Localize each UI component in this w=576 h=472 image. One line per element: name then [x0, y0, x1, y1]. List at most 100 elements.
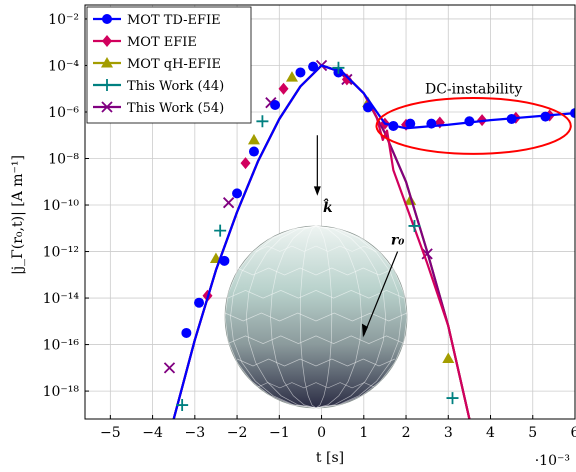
sphere-mesh-band-1	[255, 245, 377, 252]
series-3-point-1	[214, 224, 227, 237]
y-tick-label-3: 10⁻⁸	[48, 152, 79, 168]
y-tick-label-0: 10⁻²	[48, 12, 79, 28]
legend-label-1: MOT EFIE	[127, 35, 197, 50]
series-0-point-7	[308, 61, 319, 72]
legend-entry-2: MOT qH-EFIE	[93, 57, 221, 72]
series-0-point-2	[219, 255, 230, 266]
series-0-point-9	[363, 102, 374, 113]
legend-label-2: MOT qH-EFIE	[127, 57, 221, 72]
series-2-point-2	[285, 71, 298, 82]
series-0-point-10	[388, 120, 399, 131]
x-multiplier-label: ·10⁻³	[535, 453, 570, 469]
sphere-mesh-meridian-8	[315, 225, 402, 409]
series-0-point-14	[506, 113, 517, 124]
y-tick-label-6: 10⁻¹⁴	[43, 291, 80, 307]
y-tick-label-2: 10⁻⁶	[48, 105, 79, 121]
series-3-point-2	[256, 115, 269, 128]
legend-label-3: This Work (44)	[127, 79, 224, 94]
sphere-mesh-band-6	[237, 358, 395, 367]
annotation-2: r₀	[391, 233, 405, 249]
series-3-point-0	[176, 399, 189, 412]
series-layer	[163, 59, 575, 419]
series-4-point-1	[222, 197, 235, 209]
legend-label-0: MOT TD-EFIE	[127, 13, 221, 28]
series-2-point-1	[247, 133, 260, 145]
series-0-point-5	[270, 100, 281, 111]
series-1-point-1	[240, 157, 251, 170]
series-0-point-6	[295, 67, 306, 78]
annotation-layer: DC-instability k̂ r₀	[313, 81, 572, 338]
annotation-1: k̂	[323, 197, 333, 216]
annotation-0: DC-instability	[425, 81, 522, 97]
sphere-mesh-meridian-5	[315, 225, 333, 409]
r0-vector-arrow	[363, 251, 399, 336]
legend-box	[86, 6, 252, 124]
legend-entry-1: MOT EFIE	[93, 35, 197, 50]
sphere-mesh-band-5	[227, 335, 405, 344]
series-1-point-2	[278, 82, 289, 95]
sphere-mesh-meridian-1	[230, 225, 317, 409]
legend-swatch-marker-1	[102, 35, 112, 47]
series-0	[172, 61, 575, 419]
series-2-point-5	[442, 352, 455, 364]
series-0-point-12	[426, 118, 437, 129]
series-0-point-4	[248, 146, 259, 157]
sphere-mesh-meridian-7	[315, 225, 387, 409]
x-tick-label-11: 6	[571, 425, 576, 441]
r0-vector-arrowhead	[361, 323, 368, 338]
sphere-mesh-meridian-9	[315, 225, 408, 409]
y-tick-label-8: 10⁻¹⁸	[43, 384, 80, 400]
sphere-mesh-meridian-6	[315, 225, 362, 409]
sphere-illustration	[224, 225, 408, 409]
series-3	[176, 61, 459, 412]
series-3-point-5	[446, 392, 459, 405]
sphere-mesh-meridian-3	[270, 225, 317, 409]
plot-frame	[84, 4, 576, 420]
legend-swatch-marker-4	[101, 101, 113, 113]
sphere-mesh-band-7	[255, 382, 377, 389]
series-0-point-16	[570, 108, 575, 119]
y-axis-label: |j_Γ(r₀,t)| [A m⁻¹]	[10, 155, 26, 275]
x-tick-label-9: 4	[486, 425, 495, 441]
y-tick-label-7: 10⁻¹⁶	[43, 338, 80, 354]
series-0-point-0	[181, 327, 192, 338]
legend-entry-4: This Work (54)	[93, 101, 224, 116]
sphere-mesh-band-4	[224, 312, 408, 322]
x-tick-label-6: 1	[359, 425, 368, 441]
legend-swatch-marker-3	[101, 79, 113, 91]
x-tick-label-0: −5	[100, 425, 121, 441]
ticks: −5 −4 −3 −2 −1 0 1 2 3 4 5 6 10⁻² 10⁻⁴ 10⁻⁶ 10⁻⁸ 10⁻¹⁰ 10…	[43, 12, 576, 441]
series-0-point-3	[232, 188, 243, 199]
y-tick-label-4: 10⁻¹⁰	[43, 198, 80, 214]
x-tick-label-4: −1	[269, 425, 290, 441]
y-tick-label-5: 10⁻¹²	[43, 245, 79, 261]
series-0-point-13	[464, 116, 475, 127]
x-tick-label-8: 3	[444, 425, 453, 441]
x-tick-label-2: −3	[185, 425, 206, 441]
k-vector-arrowhead	[313, 186, 321, 196]
legend-entry-0: MOT TD-EFIE	[93, 13, 221, 28]
series-3-point-4	[408, 219, 421, 232]
sphere-mesh-band-2	[237, 267, 395, 276]
series-1-point-6	[434, 116, 445, 129]
sphere-mesh-band-3	[227, 290, 405, 299]
series-1-point-3	[341, 73, 352, 86]
series-0-point-15	[540, 111, 551, 122]
sphere-mesh-meridian-2	[245, 225, 317, 409]
y-tick-label-1: 10⁻⁴	[48, 58, 79, 74]
series-4-point-0	[163, 362, 176, 374]
sphere-mesh	[224, 225, 408, 409]
legend-swatch-marker-0	[102, 14, 112, 24]
x-tick-label-5: 0	[317, 425, 326, 441]
x-tick-label-10: 5	[528, 425, 537, 441]
series-0-point-11	[405, 118, 416, 129]
sphere-mesh-meridian-4	[299, 225, 317, 409]
legend: MOT TD-EFIE MOT EFIE MOT qH-EFIE This Work …	[86, 6, 252, 124]
x-tick-label-3: −2	[227, 425, 248, 441]
x-tick-label-7: 2	[402, 425, 411, 441]
sphere-mesh-meridian-0	[224, 225, 317, 409]
series-0-point-1	[194, 297, 205, 308]
legend-swatch-marker-2	[101, 57, 113, 68]
x-tick-label-1: −4	[142, 425, 163, 441]
